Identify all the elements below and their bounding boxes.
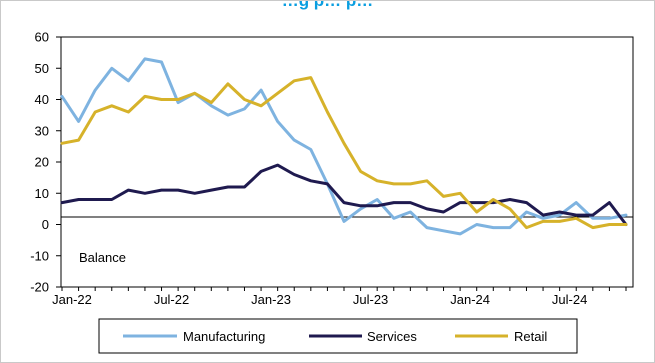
series-line-manufacturing <box>60 57 628 236</box>
balance-annotation: Balance <box>79 250 126 265</box>
series-layer <box>60 57 628 236</box>
y-tick-label: -10 <box>30 248 49 263</box>
series-line-retail <box>60 76 628 230</box>
x-tick-label: Jan-22 <box>52 292 92 307</box>
x-axis: Jan-22 Jul-22 Jan-23 Jul-23 Jan-24 Jul-24 <box>52 287 627 307</box>
legend-label-retail: Retail <box>514 329 547 344</box>
chart-title: …g p… p… <box>281 0 374 10</box>
series-line-services <box>60 163 628 226</box>
x-tick-label: Jan-24 <box>450 292 490 307</box>
y-tick-label: 40 <box>35 92 49 107</box>
x-tick-label: Jul-24 <box>552 292 587 307</box>
legend-label-services: Services <box>367 329 417 344</box>
legend: Manufacturing Services Retail <box>98 318 578 354</box>
y-axis: -20 -10 0 10 20 30 40 50 60 <box>30 30 61 295</box>
y-tick-label: 30 <box>35 123 49 138</box>
y-tick-label: 50 <box>35 61 49 76</box>
y-tick-label: 20 <box>35 155 49 170</box>
x-tick-label: Jul-23 <box>353 292 388 307</box>
legend-label-manufacturing: Manufacturing <box>183 329 265 344</box>
y-tick-label: 0 <box>42 217 49 232</box>
x-tick-label: Jul-22 <box>154 292 189 307</box>
plot-area <box>60 36 634 288</box>
y-tick-label: -20 <box>30 280 49 295</box>
x-tick-label: Jan-23 <box>251 292 291 307</box>
y-tick-label: 60 <box>35 30 49 45</box>
y-tick-label: 10 <box>35 186 49 201</box>
